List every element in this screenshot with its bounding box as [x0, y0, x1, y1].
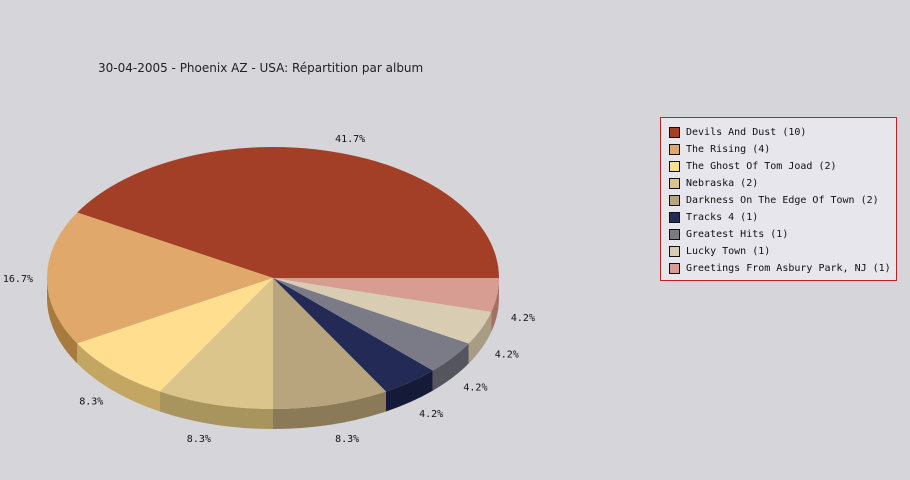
legend-label: Greatest Hits (1) — [686, 229, 789, 240]
legend-item: The Ghost Of Tom Joad (2) — [669, 158, 896, 175]
legend-item: Tracks 4 (1) — [669, 209, 896, 226]
legend-item: The Rising (4) — [669, 141, 896, 158]
pie-slice — [273, 278, 433, 392]
pie-slice — [77, 146, 499, 278]
legend-item: Greatest Hits (1) — [669, 226, 896, 243]
legend-swatch — [669, 212, 680, 223]
legend-swatch — [669, 195, 680, 206]
slice-percent-label: 8.3% — [187, 434, 211, 445]
slice-percent-label: 16.7% — [3, 274, 33, 285]
legend-label: Nebraska (2) — [686, 178, 759, 189]
legend-swatch — [669, 144, 680, 155]
legend-swatch — [669, 246, 680, 257]
pie-slice-side — [432, 343, 469, 391]
legend-label: Lucky Town (1) — [686, 246, 771, 257]
legend-item: Lucky Town (1) — [669, 243, 896, 260]
pie-slice-side — [273, 391, 386, 429]
legend-item: Darkness On The Edge Of Town (2) — [669, 192, 896, 209]
legend-label: Tracks 4 (1) — [686, 212, 759, 223]
slice-percent-label: 4.2% — [463, 382, 487, 393]
pie-slice-side — [468, 311, 492, 364]
slice-percent-label: 41.7% — [335, 134, 365, 145]
legend-swatch — [669, 263, 680, 274]
pie-slice — [273, 278, 492, 344]
slice-percent-label: 4.2% — [495, 350, 519, 361]
pie-slice — [47, 212, 273, 344]
slice-percent-label: 8.3% — [335, 434, 359, 445]
legend-label: Greetings From Asbury Park, NJ (1) — [686, 263, 891, 274]
pie-slice-side — [491, 278, 499, 332]
slice-percent-label: 8.3% — [79, 397, 103, 408]
pie-slice — [273, 278, 386, 409]
legend: Devils And Dust (10) The Rising (4) The Gh… — [660, 117, 897, 281]
legend-item: Greetings From Asbury Park, NJ (1) — [669, 260, 896, 277]
legend-label: The Ghost Of Tom Joad (2) — [686, 161, 837, 172]
legend-swatch — [669, 127, 680, 138]
pie-slice — [273, 278, 499, 312]
chart-title: 30-04-2005 - Phoenix AZ - USA: Répartiti… — [98, 61, 424, 75]
legend-swatch — [669, 161, 680, 172]
pie-slice-side — [160, 391, 273, 429]
legend-item: Devils And Dust (10) — [669, 124, 896, 141]
pie-slice-side — [47, 278, 78, 364]
slice-percent-label: 4.2% — [511, 313, 535, 324]
pie-slice — [273, 278, 469, 371]
pie-slice — [160, 278, 273, 409]
slice-percent-label: 4.2% — [419, 409, 443, 420]
legend-label: The Rising (4) — [686, 144, 771, 155]
pie-side-walls — [47, 278, 499, 429]
pie-slice-side — [77, 343, 160, 412]
legend-swatch — [669, 229, 680, 240]
legend-label: Darkness On The Edge Of Town (2) — [686, 195, 879, 206]
pie-slice-side — [386, 370, 433, 412]
legend-swatch — [669, 178, 680, 189]
pie-slice — [77, 278, 273, 392]
legend-label: Devils And Dust (10) — [686, 127, 807, 138]
legend-item: Nebraska (2) — [669, 175, 896, 192]
